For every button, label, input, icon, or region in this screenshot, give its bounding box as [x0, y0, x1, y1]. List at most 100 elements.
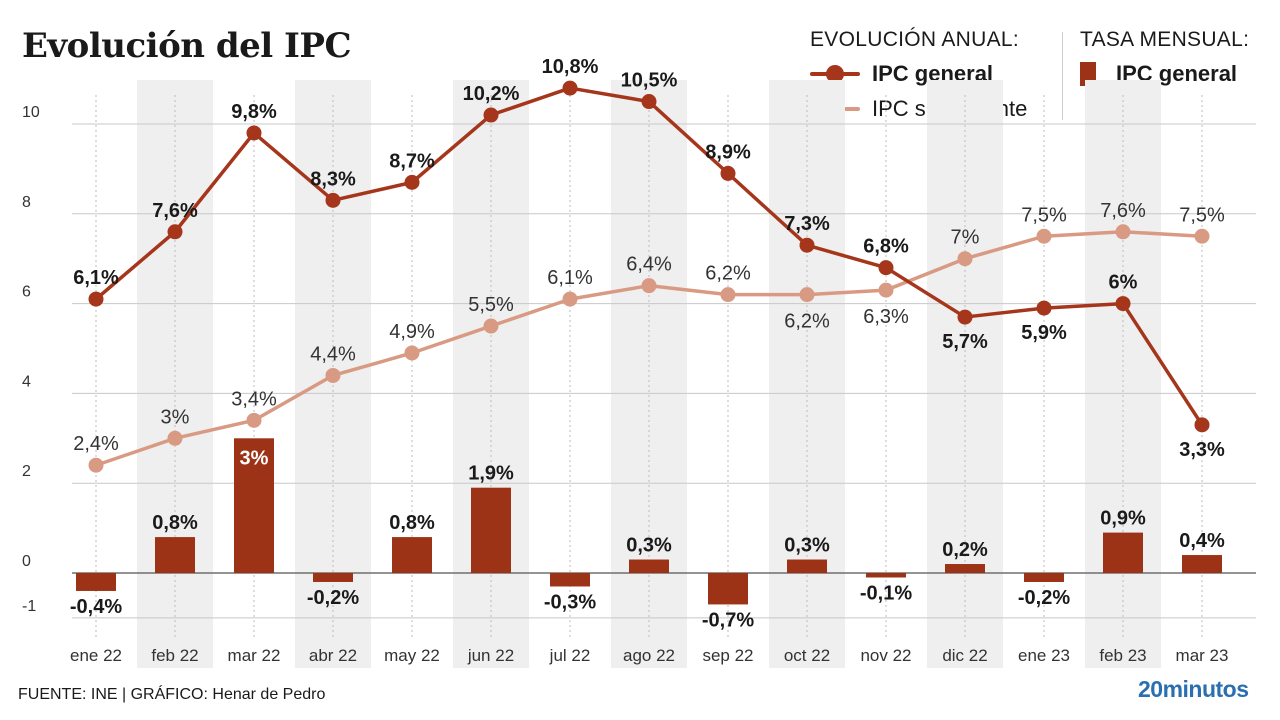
- ipc-subyacente-label: 6,2%: [784, 311, 830, 333]
- ipc-subyacente-point: [88, 457, 104, 473]
- bar-value-label: -0,4%: [70, 596, 122, 618]
- ipc-subyacente-label: 6,1%: [547, 267, 593, 289]
- bar-value-label: -0,3%: [544, 591, 596, 613]
- ipc-subyacente-point: [720, 287, 736, 303]
- ipc-subyacente-point: [799, 287, 815, 303]
- monthly-bar: [787, 559, 827, 573]
- bar-value-label: 0,3%: [626, 535, 672, 557]
- ipc-subyacente-point: [1194, 228, 1210, 244]
- ipc-general-point: [720, 165, 736, 181]
- bar-value-label: -0,1%: [860, 582, 912, 604]
- ipc-subyacente-point: [325, 367, 341, 383]
- ipc-subyacente-point: [957, 251, 973, 267]
- monthly-bar: [1103, 532, 1143, 573]
- x-tick-label: abr 22: [309, 646, 357, 665]
- monthly-bar: [1024, 573, 1064, 582]
- ipc-subyacente-point: [404, 345, 420, 361]
- bar-value-label: 0,3%: [784, 535, 830, 557]
- y-tick-label: 4: [22, 373, 31, 390]
- bar-value-label: 3%: [240, 447, 269, 469]
- x-tick-label: ene 22: [70, 646, 122, 665]
- ipc-subyacente-label: 4,9%: [389, 321, 435, 343]
- ipc-subyacente-point: [562, 291, 578, 307]
- brand-logo: 20minutos: [1138, 676, 1249, 702]
- ipc-subyacente-point: [878, 282, 894, 298]
- monthly-bar: [471, 487, 511, 573]
- bar-value-label: -0,7%: [702, 609, 754, 631]
- bar-value-label: 0,8%: [152, 512, 198, 534]
- legend-swatch-general: [810, 64, 860, 84]
- ipc-general-label: 7,3%: [784, 213, 830, 235]
- chart-title: Evolución del IPC: [22, 26, 352, 66]
- column-band: [137, 80, 213, 668]
- ipc-general-label: 9,8%: [231, 101, 277, 123]
- ipc-subyacente-label: 2,4%: [73, 433, 119, 455]
- ipc-subyacente-point: [1036, 228, 1052, 244]
- ipc-subyacente-label: 3%: [161, 406, 190, 428]
- monthly-bar: [234, 438, 274, 573]
- ipc-general-point: [167, 224, 183, 240]
- legend-divider: [1062, 32, 1063, 120]
- x-tick-label: jun 22: [467, 646, 514, 665]
- column-band: [611, 80, 687, 668]
- x-tick-label: jul 22: [549, 646, 591, 665]
- bar-value-label: 1,9%: [468, 463, 514, 485]
- x-tick-label: feb 23: [1099, 646, 1146, 665]
- x-tick-label: ene 23: [1018, 646, 1070, 665]
- monthly-bar: [76, 573, 116, 591]
- y-tick-label: 0: [22, 553, 31, 570]
- bar-value-label: 0,2%: [942, 539, 988, 561]
- monthly-bar: [708, 573, 748, 605]
- column-band: [453, 80, 529, 668]
- legend-annual-heading: EVOLUCIÓN ANUAL:: [810, 28, 1020, 51]
- ipc-general-point: [404, 174, 420, 190]
- ipc-subyacente-label: 7,5%: [1021, 204, 1067, 226]
- y-tick-label: -1: [22, 598, 36, 615]
- ipc-general-point: [88, 291, 104, 307]
- monthly-bar: [313, 573, 353, 582]
- ipc-general-label: 6,1%: [73, 267, 119, 289]
- x-tick-label: ago 22: [623, 646, 675, 665]
- legend-monthly-heading: TASA MENSUAL:: [1080, 28, 1250, 51]
- bar-value-label: 0,4%: [1179, 530, 1225, 552]
- ipc-general-point: [1115, 296, 1131, 312]
- monthly-bar: [866, 573, 906, 578]
- ipc-general-label: 8,3%: [310, 168, 356, 190]
- ipc-general-label: 3,3%: [1179, 439, 1225, 461]
- x-tick-label: feb 22: [151, 646, 198, 665]
- ipc-general-label: 6%: [1109, 272, 1138, 294]
- ipc-subyacente-point: [246, 412, 262, 428]
- ipc-subyacente-label: 6,4%: [626, 254, 672, 276]
- x-tick-label: oct 22: [784, 646, 830, 665]
- source-footer: FUENTE: INE | GRÁFICO: Henar de Pedro: [18, 686, 326, 703]
- ipc-general-point: [1036, 300, 1052, 316]
- bar-value-label: 0,8%: [389, 512, 435, 534]
- column-band: [1085, 80, 1161, 668]
- ipc-subyacente-label: 3,4%: [231, 388, 277, 410]
- x-tick-label: nov 22: [860, 646, 911, 665]
- ipc-general-label: 8,9%: [705, 141, 751, 163]
- ipc-subyacente-label: 7,6%: [1100, 200, 1146, 222]
- monthly-bar: [945, 564, 985, 573]
- ipc-subyacente-label: 6,2%: [705, 263, 751, 285]
- x-tick-label: may 22: [384, 646, 440, 665]
- ipc-general-point: [878, 260, 894, 276]
- monthly-bar: [1182, 555, 1222, 573]
- monthly-bar: [550, 573, 590, 587]
- y-tick-label: 2: [22, 463, 31, 480]
- ipc-subyacente-point: [483, 318, 499, 334]
- x-tick-label: dic 22: [942, 646, 987, 665]
- ipc-subyacente-label: 6,3%: [863, 306, 909, 328]
- y-tick-label: 6: [22, 284, 31, 301]
- ipc-general-point: [799, 237, 815, 253]
- column-band: [927, 80, 1003, 668]
- ipc-general-label: 7,6%: [152, 200, 198, 222]
- ipc-general-label: 5,9%: [1021, 322, 1067, 344]
- ipc-general-label: 6,8%: [863, 236, 909, 258]
- monthly-bar: [392, 537, 432, 573]
- x-tick-label: mar 22: [228, 646, 281, 665]
- ipc-general-label: 8,7%: [389, 150, 435, 172]
- ipc-subyacente-point: [167, 430, 183, 446]
- ipc-subyacente-label: 4,4%: [310, 343, 356, 365]
- monthly-bar: [155, 537, 195, 573]
